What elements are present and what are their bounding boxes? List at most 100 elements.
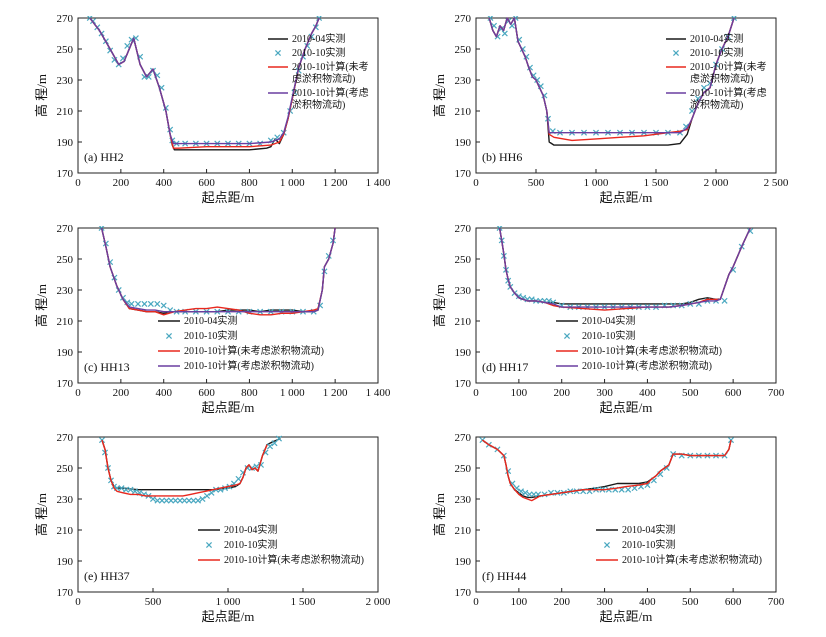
y-tick-label: 250 [455,44,472,56]
legend-label-measured_oct: 2010-10实测 [184,329,237,342]
x-tick-label: 500 [528,177,545,189]
x-tick-label: 800 [241,387,258,399]
legend-label-measured_apr: 2010-04实测 [224,523,277,536]
marker-stroke [498,25,505,32]
y-tick-label: 230 [57,75,74,87]
marker-stroke [257,140,264,147]
x-tick-label: 0 [473,596,479,608]
x-tick-label: 1 200 [323,177,348,189]
data-point-measured_oct [194,497,202,504]
legend-label-calc_no_flow: 2010-10计算(未考虑淤积物流动) [292,60,369,85]
series-group [487,16,738,146]
y-tick-label: 170 [455,378,472,390]
y-tick-label: 190 [57,556,74,568]
data-point-measured_oct [235,475,242,482]
marker-stroke [167,497,175,504]
legend-label-calc_flow: 2010-10计算(考虑淤积物流动) [184,359,314,372]
x-tick-label: 800 [241,177,258,189]
marker-stroke [154,497,161,504]
marker-stroke [496,226,503,232]
y-tick-label: 210 [455,525,472,537]
data-point-measured_oct [517,488,525,495]
marker-stroke [523,53,530,60]
legend: 2010-04实测2010-10实测2010-10计算(未考虑淤积物流动)201… [556,314,722,372]
marker-stroke [618,486,625,493]
panel-hh37: 0 500 1 000 1 500 2 000 170 190 210 230 250 270 起点距… [34,432,391,624]
marker-stroke [526,64,534,71]
data-point-measured_oct [154,497,161,504]
data-point-measured_oct [275,435,283,442]
y-tick-label: 190 [57,137,74,149]
marker-stroke [154,300,161,307]
marker-stroke [266,443,274,450]
marker-stroke [98,226,105,232]
y-tick-label: 250 [57,44,74,56]
x-tick-label: 200 [553,387,570,399]
data-point-measured_oct [98,226,105,232]
x-tick-label: 600 [725,596,742,608]
y-tick-label: 170 [455,587,472,599]
marker-stroke [119,55,127,62]
panel-label: (b) HH6 [482,150,522,164]
y-tick-label: 250 [57,254,74,266]
y-tick-label: 270 [57,13,74,25]
y-tick-label: 270 [57,432,74,444]
marker-stroke [185,497,193,504]
data-point-measured_oct [730,266,737,273]
y-tick-label: 190 [455,137,472,149]
marker-stroke [625,486,632,493]
plot-frame [77,227,379,384]
marker-stroke [501,30,508,37]
data-point-measured_oct [158,497,166,504]
series-group [98,226,337,316]
data-point-measured_oct [124,42,131,49]
marker-stroke [111,56,118,63]
data-point-measured_oct [501,30,508,37]
plot-frame [77,17,379,174]
legend-label-line: 淤积物流动) [292,98,345,111]
series-line-calc_no_flow [101,439,268,497]
y-axis-title: 高 程/m [34,74,49,117]
legend-label-line: 2010-10计算(考虑 [292,86,369,99]
y-tick-label: 190 [57,347,74,359]
legend: 2010-04实测2010-10实测2010-10计算(未考虑淤积物流动)201… [268,32,369,111]
legend-swatch-measured_oct [672,49,680,57]
y-tick-label: 270 [455,223,472,235]
marker-stroke [172,497,179,504]
data-point-measured_oct [522,489,529,496]
data-point-measured_oct [127,486,134,493]
legend-label-calc_no_flow: 2010-10计算(未考虑淤积物流动) [582,344,722,357]
data-point-measured_oct [145,73,152,80]
x-tick-label: 1 400 [366,177,391,189]
x-tick-label: 600 [725,387,742,399]
data-point-measured_oct [111,56,118,63]
y-tick-label: 210 [57,106,74,118]
x-tick-label: 1 000 [216,596,241,608]
data-point-measured_oct [185,497,193,504]
marker-stroke [688,107,696,115]
x-tick-label: 2 000 [366,596,391,608]
x-tick-label: 400 [155,387,172,399]
data-point-measured_oct [172,497,179,504]
marker-stroke [534,76,541,84]
series-line-measured_apr [100,227,336,314]
marker-stroke [519,45,526,53]
y-axis-title: 高 程/m [34,284,49,327]
series-group [86,16,323,151]
marker-stroke [128,300,135,307]
marker-stroke [149,495,157,503]
marker-stroke [208,489,215,496]
data-point-measured_oct [721,297,728,304]
data-point-measured_oct [199,495,206,503]
x-axis-title: 起点距/m [202,400,255,415]
legend-swatch-measured_oct [563,332,571,340]
legend-label-calc_no_flow: 2010-10计算(未考虑淤积物流动) [690,60,767,85]
marker-stroke [158,497,166,504]
x-tick-label: 200 [113,387,130,399]
marker-stroke [190,497,197,504]
x-tick-label: 1 000 [280,387,305,399]
data-point-measured_oct [149,495,157,503]
y-tick-label: 230 [455,494,472,506]
marker-stroke [515,293,522,300]
series-group [496,226,754,311]
